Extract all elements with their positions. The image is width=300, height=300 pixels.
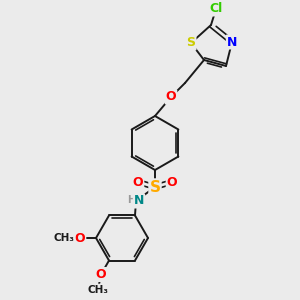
Text: H: H [127, 195, 135, 205]
Text: N: N [134, 194, 144, 208]
Text: O: O [166, 91, 176, 103]
Text: O: O [96, 268, 106, 281]
Text: CH₃: CH₃ [88, 284, 109, 295]
Text: N: N [227, 35, 237, 49]
Text: CH₃: CH₃ [53, 233, 74, 243]
Text: Cl: Cl [209, 2, 223, 16]
Text: O: O [133, 176, 143, 188]
Text: O: O [167, 176, 177, 188]
Text: S: S [187, 37, 196, 50]
Text: S: S [149, 179, 161, 194]
Text: O: O [75, 232, 85, 244]
